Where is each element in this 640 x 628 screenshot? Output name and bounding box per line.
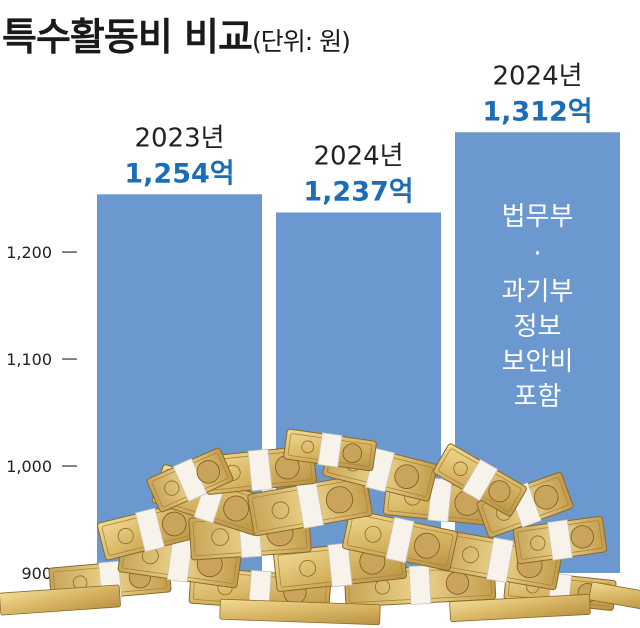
category-label: 2023년: [134, 123, 224, 153]
y-tick-label: 1,000: [6, 457, 52, 476]
value-label: 1,237억: [303, 176, 413, 207]
value-label: 1,254억: [124, 158, 234, 189]
bar-annotation-line: 보안비: [502, 347, 574, 377]
bar-annotation-line: 과기부: [502, 277, 574, 307]
bar-annotation-line: 포함: [514, 382, 562, 412]
y-tick-label: 1,200: [6, 243, 52, 262]
bar-annotation-line: 정보: [514, 312, 562, 342]
chart-title-group: 특수활동비 비교(단위: 원): [2, 6, 351, 61]
y-tick-label: 1,100: [6, 350, 52, 369]
bar-annotation-line: 법무부: [502, 202, 574, 232]
y-axis: 900 1,000 1,100 1,200: [6, 243, 77, 583]
category-label: 2024년: [313, 141, 403, 171]
bar-annotation-line: ·: [533, 239, 541, 269]
category-label: 2024년: [492, 61, 582, 91]
y-tick-label: 900: [21, 564, 52, 583]
unit-label: (단위: 원): [251, 27, 351, 56]
value-label: 1,312억: [482, 96, 592, 127]
banknote-bundles-image: [0, 428, 640, 626]
chart-title: 특수활동비 비교: [2, 15, 253, 59]
